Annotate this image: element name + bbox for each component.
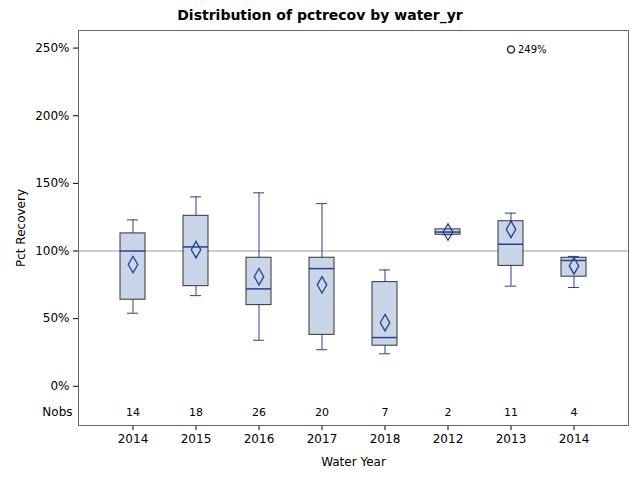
svg-text:200%: 200% [35, 109, 69, 123]
svg-text:150%: 150% [35, 176, 69, 190]
html-text:Distribution of pctrecov by wa: Distribution of pctrecov by water_yr [177, 7, 463, 23]
svg-text:Pct Recovery: Pct Recovery [14, 189, 28, 267]
svg-text:Nobs: Nobs [42, 405, 72, 419]
svg-text:4: 4 [571, 406, 578, 419]
svg-text:11: 11 [504, 406, 518, 419]
svg-text:2016: 2016 [244, 432, 275, 446]
svg-text:18: 18 [189, 406, 203, 419]
svg-text:100%: 100% [35, 244, 69, 258]
svg-text:2012: 2012 [433, 432, 464, 446]
svg-text:250%: 250% [35, 41, 69, 55]
svg-text:2014: 2014 [118, 432, 149, 446]
svg-text:14: 14 [126, 406, 140, 419]
svg-text:0%: 0% [50, 379, 69, 393]
svg-text:2: 2 [445, 406, 452, 419]
svg-text:20: 20 [315, 406, 329, 419]
svg-text:2013: 2013 [496, 432, 527, 446]
svg-text:2014: 2014 [559, 432, 590, 446]
svg-text:2017: 2017 [307, 432, 338, 446]
svg-text:249%: 249% [518, 44, 547, 55]
svg-text:2018: 2018 [370, 432, 401, 446]
svg-text:2015: 2015 [181, 432, 212, 446]
svg-text:26: 26 [252, 406, 266, 419]
svg-text:7: 7 [382, 406, 389, 419]
svg-text:50%: 50% [43, 311, 70, 325]
svg-text:Water Year: Water Year [321, 455, 386, 469]
